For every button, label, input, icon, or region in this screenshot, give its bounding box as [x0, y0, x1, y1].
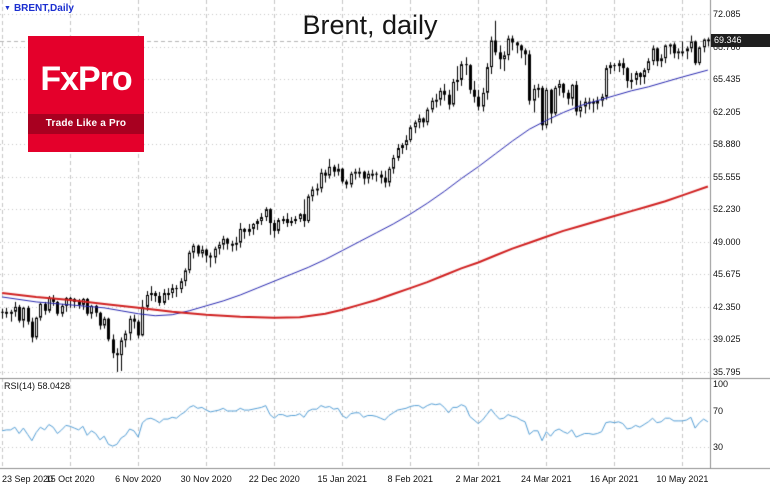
- price-tick-label: 62.205: [713, 106, 741, 117]
- symbol-marker-icon: ▼: [4, 5, 11, 12]
- rsi-tick-label: 100: [713, 379, 729, 389]
- time-scale[interactable]: 23 Sep 2020 15 Oct 2020 6 Nov 2020 30 Nov 2…: [0, 468, 770, 500]
- price-scale[interactable]: 69.346 72.08568.76065.43562.20558.88055.…: [710, 0, 770, 468]
- rsi-indicator-label: RSI(14) 58.0428: [4, 381, 71, 391]
- price-tick-label: 58.880: [713, 139, 741, 150]
- time-tick-label: 24 Mar 2021: [521, 474, 572, 484]
- chart-title-annotation: Brent, daily: [302, 10, 438, 40]
- fxpro-logo: FxPro Trade Like a Pro: [28, 36, 144, 152]
- time-tick-label: 6 Nov 2020: [115, 474, 162, 484]
- time-tick-label: 30 Nov 2020: [180, 474, 232, 484]
- time-tick-label: 2 Mar 2021: [455, 474, 502, 484]
- price-tick-label: 35.795: [713, 367, 741, 377]
- price-tick-label: 52.230: [713, 204, 741, 215]
- time-tick-label: 22 Dec 2020: [248, 474, 300, 484]
- time-tick-label: 16 Apr 2021: [590, 474, 639, 484]
- rsi-tick-label: 70: [713, 406, 724, 416]
- time-tick-label: 15 Jan 2021: [317, 474, 368, 484]
- time-tick-label: 23 Sep 2020: [2, 474, 54, 484]
- price-tick-label: 42.350: [713, 301, 741, 312]
- time-tick-label: 8 Feb 2021: [387, 474, 434, 484]
- rsi-tick-label: 30: [713, 442, 724, 452]
- fxpro-logo-tagline: Trade Like a Pro: [28, 114, 144, 134]
- price-tick-label: 49.000: [713, 236, 741, 247]
- current-price-badge: 69.346: [711, 34, 770, 48]
- price-tick-label: 72.085: [713, 9, 741, 19]
- time-tick-label: 10 May 2021: [656, 474, 709, 484]
- price-tick-label: 65.435: [713, 74, 741, 85]
- price-tick-label: 45.675: [713, 269, 741, 280]
- price-tick-label: 55.555: [713, 171, 741, 182]
- price-tick-label: 39.025: [713, 334, 741, 345]
- time-tick-label: 15 Oct 2020: [45, 474, 95, 484]
- symbol-text: BRENT,Daily: [13, 3, 74, 14]
- symbol-timeframe-label: ▼ BRENT,Daily: [4, 3, 74, 14]
- fxpro-logo-wordmark: FxPro: [40, 60, 132, 98]
